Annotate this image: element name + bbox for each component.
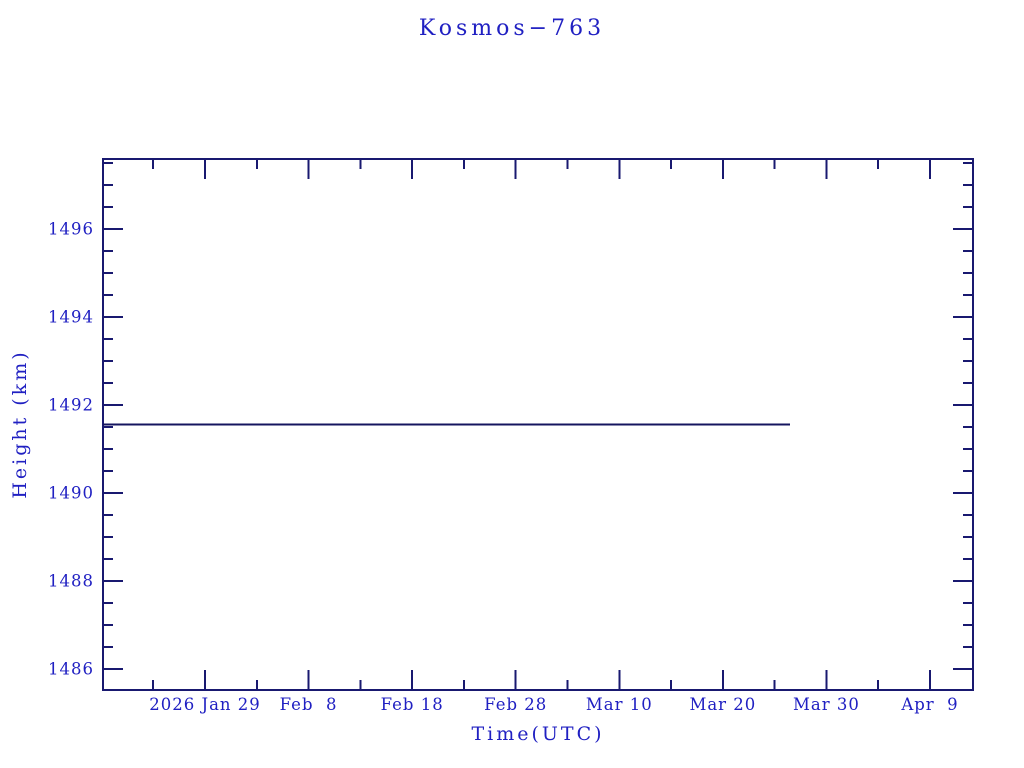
x-axis-title: Time(UTC) xyxy=(471,723,604,745)
x-tick-label: Apr 9 xyxy=(900,695,958,714)
y-tick-label: 1486 xyxy=(48,660,94,679)
axis-ticks xyxy=(103,159,973,690)
x-tick-label: Mar 10 xyxy=(586,695,653,714)
y-tick-label: 1496 xyxy=(48,220,94,239)
x-tick-label: Feb 18 xyxy=(381,695,444,714)
x-tick-label: Mar 30 xyxy=(793,695,860,714)
x-tick-label: Feb 8 xyxy=(280,695,338,714)
y-tick-label: 1488 xyxy=(48,572,94,591)
x-tick-label: Feb 28 xyxy=(484,695,547,714)
x-tick-label: Mar 20 xyxy=(689,695,756,714)
x-tick-label: 2026 Jan 29 xyxy=(149,695,261,714)
y-axis-title: Height (km) xyxy=(9,349,31,498)
y-tick-label: 1492 xyxy=(48,396,94,415)
chart-title: Kosmos−763 xyxy=(419,16,605,41)
y-tick-label: 1494 xyxy=(48,308,94,327)
axis-tick-labels: 1486 1488 1490 1492 1494 1496 2026 Jan 29 Feb 8… xyxy=(48,220,958,714)
y-tick-label: 1490 xyxy=(48,484,94,503)
